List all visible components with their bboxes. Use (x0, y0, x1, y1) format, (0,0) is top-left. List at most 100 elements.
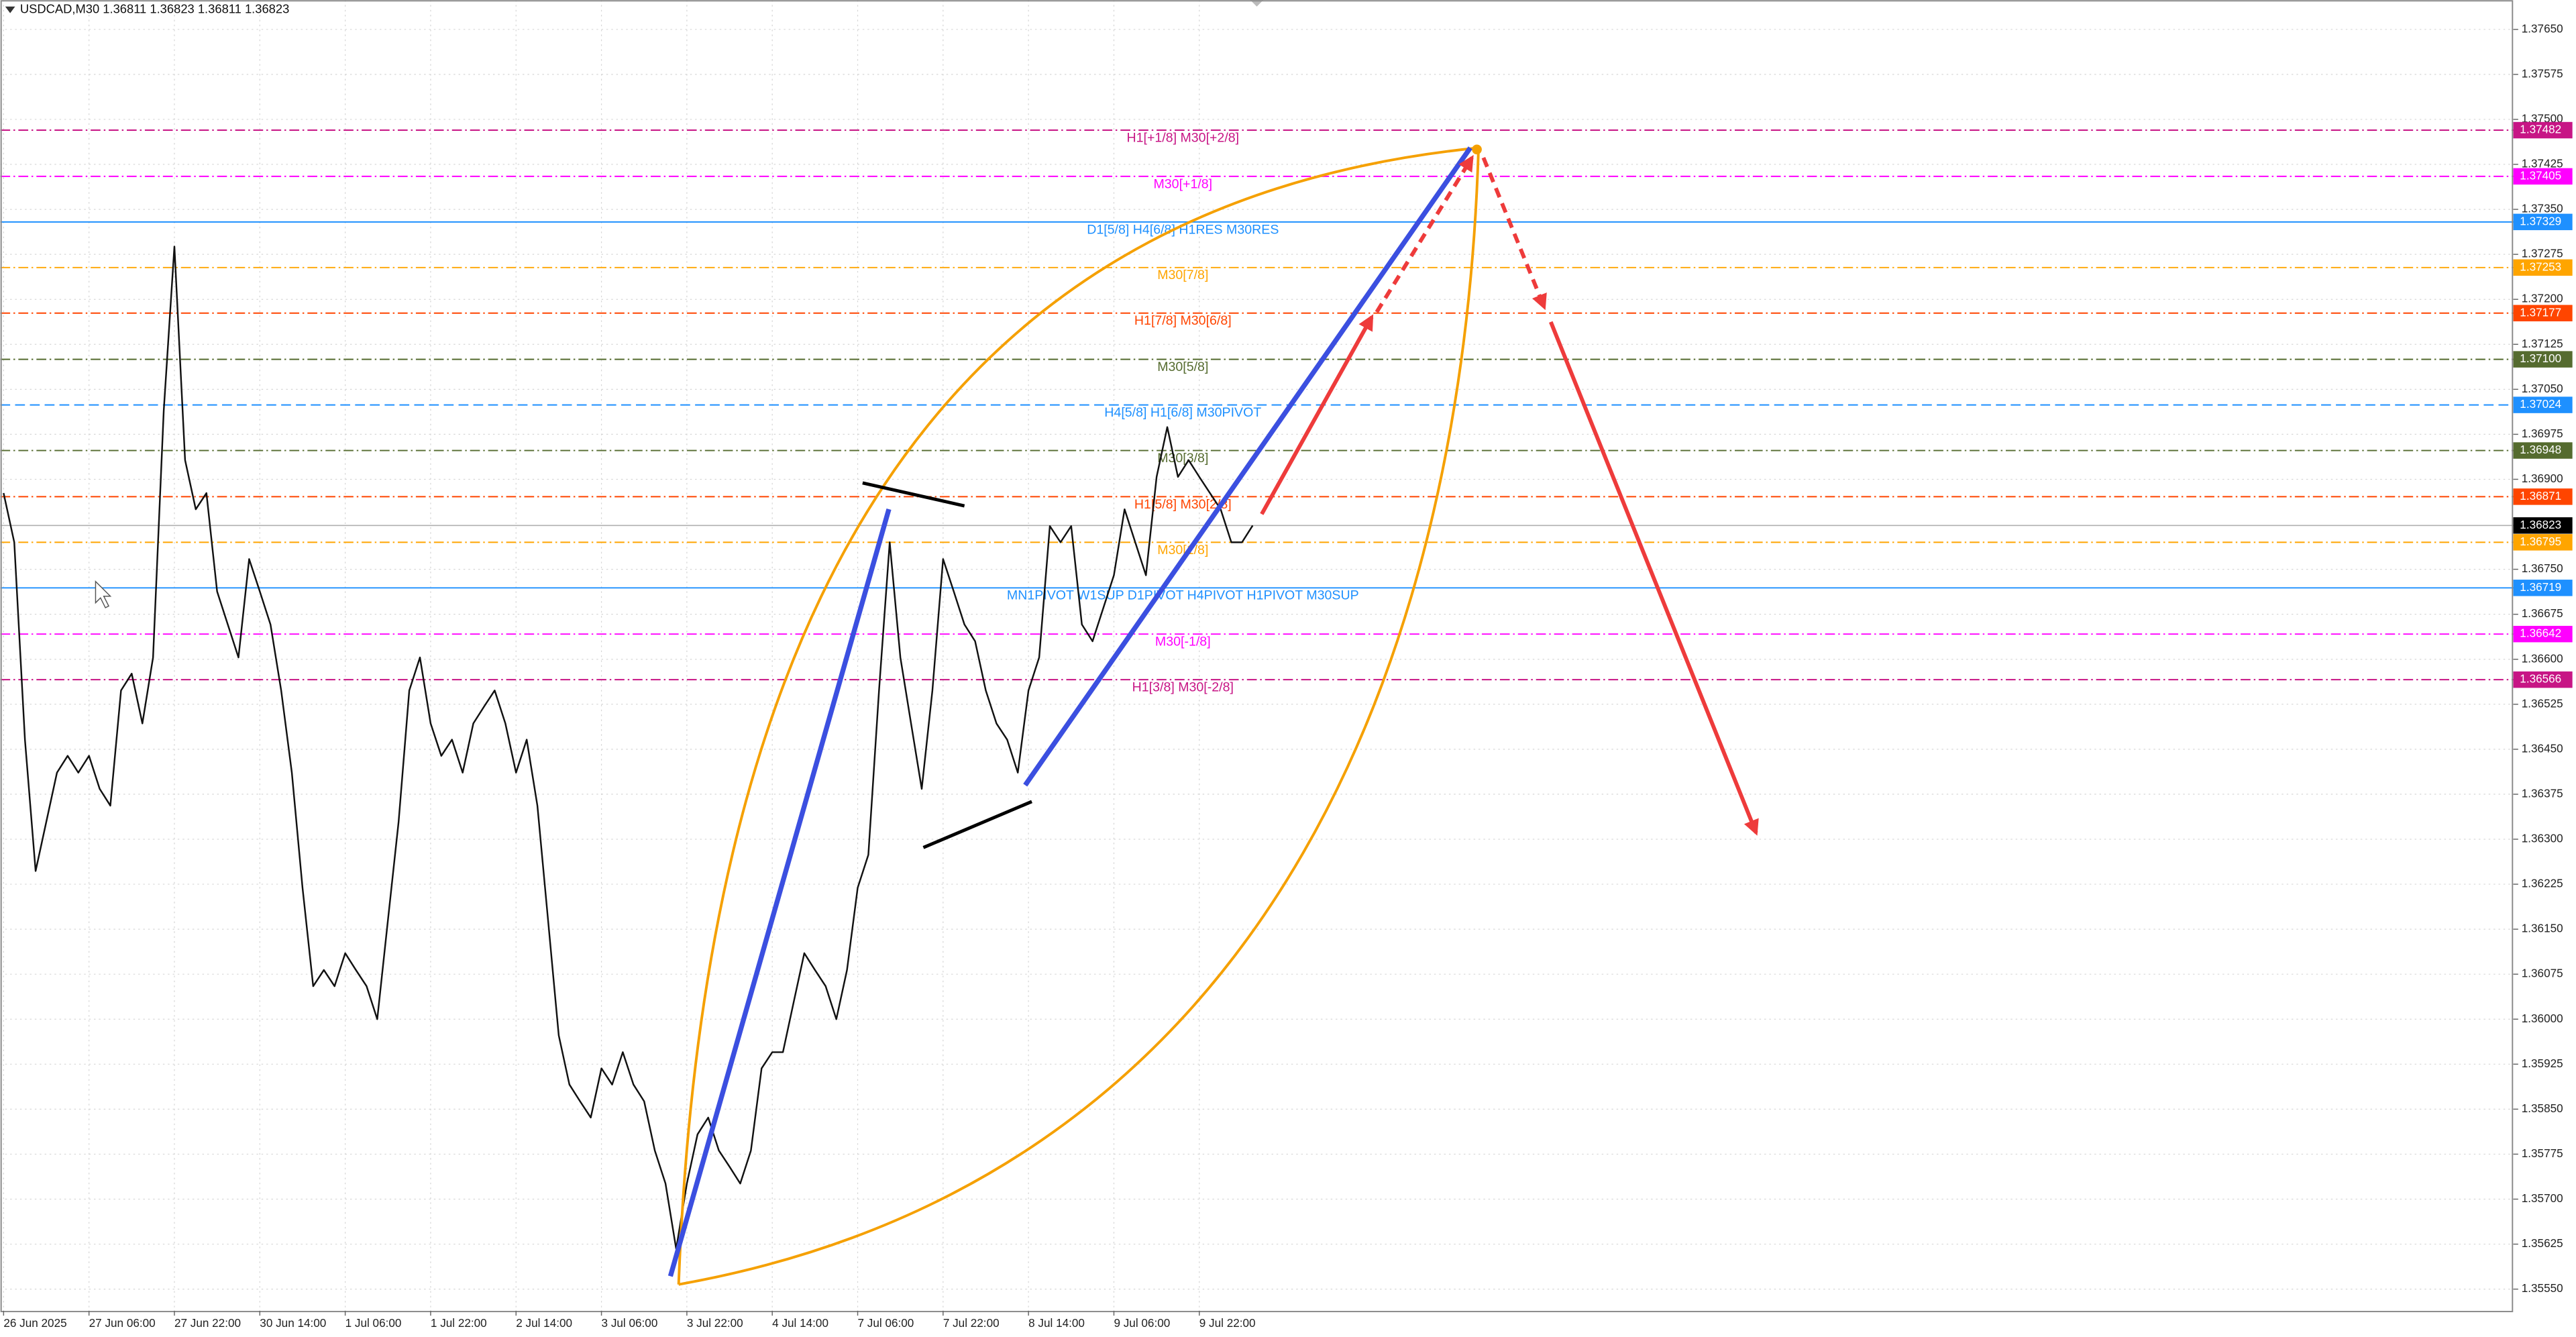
x-tick-label: 7 Jul 22:00 (943, 1316, 1000, 1330)
x-tick-label: 26 Jun 2025 (3, 1316, 66, 1330)
level-price-label: 1.37482 (2520, 123, 2561, 136)
x-tick-label: 4 Jul 14:00 (772, 1316, 828, 1330)
y-tick-label: 1.35550 (2522, 1281, 2563, 1295)
y-tick-label: 1.36375 (2522, 786, 2563, 800)
y-tick-label: 1.35625 (2522, 1236, 2563, 1250)
x-tick-label: 9 Jul 06:00 (1114, 1316, 1170, 1330)
level-price-label: 1.37329 (2520, 214, 2561, 227)
level-label: H4[5/8] H1[6/8] M30PIVOT (1104, 405, 1261, 420)
level-price-box (2513, 168, 2573, 185)
y-tick-label: 1.37350 (2522, 202, 2563, 215)
level-price-label: 1.36871 (2520, 489, 2561, 502)
y-tick-label: 1.37500 (2522, 111, 2563, 125)
level-label: H1[3/8] M30[-2/8] (1132, 680, 1234, 695)
level-price-label: 1.37100 (2520, 352, 2561, 365)
level-label: M30[+1/8] (1153, 176, 1212, 191)
level-price-label: 1.36719 (2520, 580, 2561, 594)
level-label: M30[3/8] (1157, 451, 1208, 466)
level-price-box (2513, 534, 2573, 551)
level-label: MN1PIVOT W1SUP D1PIVOT H4PIVOT H1PIVOT M… (1007, 588, 1359, 603)
level-price-box (2513, 351, 2573, 368)
level-price-box (2513, 121, 2573, 139)
trend-line (1023, 146, 1472, 787)
y-tick-label: 1.37125 (2522, 337, 2563, 350)
x-tick-label: 8 Jul 14:00 (1028, 1316, 1085, 1330)
y-tick-label: 1.36975 (2522, 427, 2563, 440)
y-tick-label: 1.37575 (2522, 66, 2563, 80)
last-price-box (2513, 517, 2573, 534)
level-price-label: 1.36795 (2520, 535, 2561, 548)
channel-line (922, 800, 1033, 849)
level-price-label: 1.37405 (2520, 168, 2561, 182)
level-label: H1[7/8] M30[6/8] (1134, 313, 1232, 328)
level-price-box (2513, 213, 2573, 231)
arc-point (1472, 144, 1482, 155)
y-tick-label: 1.35925 (2522, 1057, 2563, 1070)
last-price-label: 1.36823 (2520, 518, 2561, 531)
y-tick-label: 1.36525 (2522, 696, 2563, 710)
level-label: M30[5/8] (1157, 360, 1208, 374)
level-price-label: 1.36642 (2520, 627, 2561, 640)
y-tick-label: 1.37050 (2522, 382, 2563, 395)
y-tick-label: 1.36000 (2522, 1012, 2563, 1025)
y-tick-label: 1.37650 (2522, 21, 2563, 35)
forecast-arrow (1260, 314, 1374, 515)
y-tick-label: 1.36600 (2522, 651, 2563, 665)
grid-layer (0, 0, 2514, 1311)
y-tick-label: 1.36450 (2522, 741, 2563, 755)
forecast-arrow (1549, 321, 1759, 836)
x-tick-label: 30 Jun 14:00 (260, 1316, 326, 1330)
x-tick-label: 27 Jun 06:00 (89, 1316, 156, 1330)
level-layer: H1[+1/8] M30[+2/8] M30[+1/8] D1[5/8] H4[6/… (0, 129, 2514, 695)
level-label: M30[1/8] (1157, 543, 1208, 557)
forecast-arrow (1375, 155, 1474, 313)
level-label: H1[5/8] M30[2/8] (1134, 497, 1232, 512)
y-tick-label: 1.36675 (2522, 606, 2563, 620)
y-tick-label: 1.37425 (2522, 157, 2563, 170)
level-price-box (2513, 305, 2573, 322)
level-price-label: 1.37177 (2520, 305, 2561, 319)
level-label: M30[-1/8] (1155, 635, 1211, 649)
x-tick-label: 9 Jul 22:00 (1199, 1316, 1256, 1330)
y-tick-label: 1.36150 (2522, 922, 2563, 935)
x-tick-label: 3 Jul 06:00 (602, 1316, 658, 1330)
level-price-label: 1.36948 (2520, 443, 2561, 456)
x-tick-label: 27 Jun 22:00 (174, 1316, 241, 1330)
y-tick-label: 1.35700 (2522, 1191, 2563, 1205)
level-price-label: 1.37024 (2520, 397, 2561, 411)
level-price-box (2513, 396, 2573, 413)
level-price-box (2513, 488, 2573, 505)
level-label: H1[+1/8] M30[+2/8] (1126, 130, 1239, 145)
level-price-box (2513, 442, 2573, 459)
chart-title: USDCAD,M30 1.36811 1.36823 1.36811 1.368… (20, 2, 289, 16)
forecast-arrow (1481, 156, 1547, 311)
x-tick-label: 7 Jul 06:00 (858, 1316, 914, 1330)
trend-line (667, 508, 892, 1277)
arc-upper (677, 146, 1479, 1285)
level-price-box (2513, 671, 2573, 688)
plot-frame (0, 0, 2514, 1313)
mouse-cursor (95, 580, 112, 608)
level-label: M30[7/8] (1157, 268, 1208, 282)
x-tick-label: 3 Jul 22:00 (687, 1316, 743, 1330)
price-line (3, 246, 1254, 1250)
y-tick-label: 1.36225 (2522, 877, 2563, 890)
y-tick-label: 1.36300 (2522, 832, 2563, 845)
y-tick-label: 1.35775 (2522, 1146, 2563, 1160)
y-tick-label: 1.36750 (2522, 561, 2563, 575)
level-price-box (2513, 259, 2573, 276)
y-tick-label: 1.37200 (2522, 292, 2563, 305)
y-tick-label: 1.36900 (2522, 472, 2563, 485)
price-layer (3, 246, 1254, 1250)
arc-lower (678, 148, 1480, 1286)
y-tick-label: 1.35850 (2522, 1102, 2563, 1115)
channel-line (862, 481, 965, 508)
y-tick-label: 1.36075 (2522, 967, 2563, 980)
scroll-marker (1250, 0, 1264, 7)
y-tick-label: 1.37275 (2522, 247, 2563, 260)
x-tick-label: 1 Jul 22:00 (431, 1316, 487, 1330)
level-price-box (2513, 625, 2573, 643)
